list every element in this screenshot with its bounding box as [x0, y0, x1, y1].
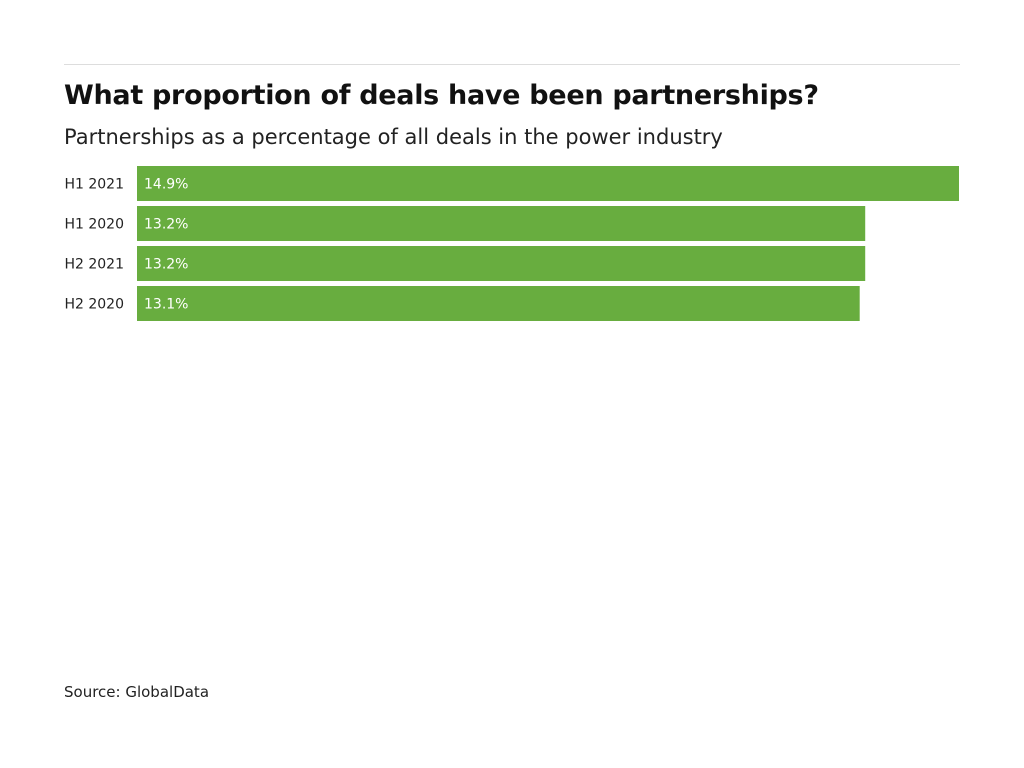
bar: [137, 246, 866, 281]
category-label: H1 2021: [64, 177, 124, 193]
bar: [137, 166, 959, 201]
bar-chart: H1 2021 14.9% H1 2020 13.2% H2 2021 13.2% H2 2…: [64, 166, 959, 321]
value-label: 14.9%: [144, 177, 188, 193]
value-label: 13.2%: [144, 257, 188, 273]
chart-subtitle: Partnerships as a percentage of all deal…: [64, 125, 723, 149]
category-label: H1 2020: [64, 217, 124, 233]
category-label: H2 2020: [64, 297, 124, 313]
value-label: 13.1%: [144, 297, 188, 313]
value-label: 13.2%: [144, 217, 188, 233]
bar: [137, 286, 860, 321]
source-note: Source: GlobalData: [64, 683, 210, 701]
chart-title: What proportion of deals have been partn…: [64, 80, 819, 111]
category-label: H2 2021: [64, 257, 124, 273]
top-divider: [64, 64, 960, 65]
bar: [137, 206, 866, 241]
